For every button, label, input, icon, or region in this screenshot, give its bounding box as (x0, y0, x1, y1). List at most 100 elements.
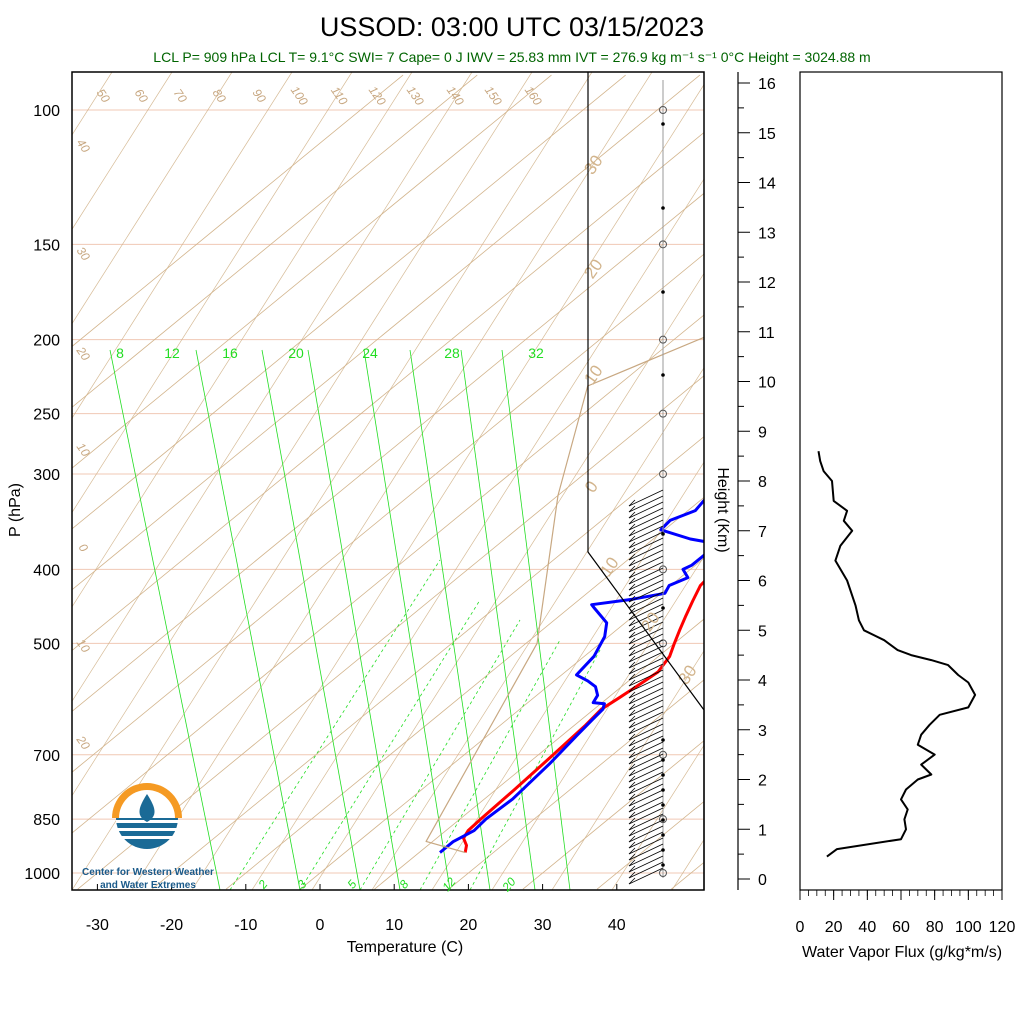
isotherm-line (72, 74, 478, 408)
wind-barb-flag (628, 529, 636, 537)
wind-barb (628, 597, 664, 615)
wind-dot (661, 773, 665, 777)
wind-barb (628, 603, 664, 621)
wind-barb (628, 795, 664, 813)
dry-adiabat-line (431, 461, 704, 890)
wind-barb (628, 657, 664, 675)
wind-barb-flag (628, 763, 636, 771)
x-tick-label: -20 (160, 917, 183, 934)
dry-adiabat-line (852, 72, 1024, 890)
wind-barb (628, 495, 664, 513)
wind-barb-flag (628, 661, 636, 669)
isotherm-left-label: 10 (74, 636, 93, 655)
wind-barb-flag (628, 517, 636, 525)
wind-barb (628, 549, 664, 567)
isotherm-line (72, 74, 404, 347)
height-tick-label: 0 (758, 872, 767, 889)
wind-barb (628, 519, 664, 537)
x-tick-label: 30 (534, 917, 552, 934)
dry-adiabat-line (371, 367, 704, 890)
wind-barb-flag (628, 769, 636, 777)
wind-barb (628, 825, 664, 843)
wind-barbs (628, 80, 667, 885)
dry-adiabat-line (72, 72, 413, 608)
isotherm-top-label: 60 (132, 86, 151, 105)
wind-barb (628, 861, 664, 879)
y-tick-label: 150 (33, 237, 60, 254)
wind-barb (628, 741, 664, 759)
wind-barb-flag (628, 871, 636, 879)
y-tick-label: 850 (33, 812, 60, 829)
isotherm-top-label: 130 (404, 83, 427, 108)
isotherm-line (300, 557, 704, 890)
wind-barb (628, 489, 664, 507)
y-tick-label: 100 (33, 103, 60, 120)
flux-x-tick-label: 40 (858, 919, 876, 936)
y-tick-label: 1000 (24, 866, 60, 883)
isotherm-line (72, 314, 704, 834)
wind-dot (661, 833, 665, 837)
dry-adiabat-line (311, 272, 704, 890)
flux-x-tick-label: 80 (926, 919, 944, 936)
x-tick-label: -10 (234, 917, 257, 934)
wind-barb (628, 669, 664, 687)
calm-wind-circle (659, 106, 667, 114)
calm-wind-circle (659, 470, 667, 479)
wind-barb-flag (628, 805, 636, 813)
wind-dot (661, 848, 665, 852)
wind-barb-flag (628, 685, 636, 693)
wind-barb-flag (628, 655, 636, 663)
wind-barb (628, 717, 664, 735)
height-tick-label: 1 (758, 822, 767, 839)
wind-barb (628, 591, 664, 609)
wind-barb-flag (628, 511, 636, 519)
isotherm-line (522, 740, 704, 890)
mixing-ratio-line (261, 349, 361, 890)
wind-barb-flag (628, 781, 636, 789)
mixing-ratio-label: 8 (116, 345, 124, 361)
height-tick-label: 16 (758, 76, 776, 93)
wind-barb (628, 771, 664, 789)
wind-barb (628, 681, 664, 699)
x-tick-label: 0 (316, 917, 325, 934)
wind-barb (628, 693, 664, 711)
dry-adiabat-line (131, 72, 653, 890)
x-axis-label: Temperature (C) (347, 939, 463, 956)
wind-barb (628, 789, 664, 807)
isotherm-line (374, 618, 704, 890)
dry-adiabat-label: 10 (580, 362, 606, 388)
flux-panel: 0 20 40 60 80 100 120 Water Vapor Flux (g/kg*m… (796, 71, 1015, 961)
wind-barb-flag (628, 727, 636, 735)
wind-barb (628, 675, 664, 693)
chart-title: USSOD: 03:00 UTC 03/15/2023 (320, 12, 704, 42)
wind-barb (628, 543, 664, 561)
mixing-ratio-label: 20 (288, 345, 304, 361)
wind-barb-flag (628, 547, 636, 555)
height-tick-label: 9 (758, 424, 767, 441)
mixing-ratio-line (501, 349, 571, 890)
wind-dot (661, 532, 665, 536)
isotherm-top-label: 140 (444, 83, 467, 108)
wind-barb-flag (628, 649, 636, 657)
wind-barb-flag (628, 715, 636, 723)
wind-dot (661, 606, 665, 610)
wind-barb-flag (628, 565, 636, 573)
dry-adiabat-line (72, 72, 173, 230)
y-tick-label: 300 (33, 467, 60, 484)
wind-barb-flag (628, 637, 636, 645)
dry-adiabat-line (551, 650, 704, 890)
wind-barb (628, 531, 664, 549)
height-tick-label: 6 (758, 574, 767, 591)
wind-barb (628, 729, 664, 747)
wind-barb (628, 537, 664, 555)
height-tick-label: 3 (758, 723, 767, 740)
wind-barb (628, 561, 664, 579)
dry-adiabat-line (491, 555, 704, 890)
wind-barb-flag (628, 679, 636, 687)
wind-barb-flag (628, 709, 636, 717)
flux-profile (817, 451, 977, 858)
wind-barb (628, 831, 664, 849)
wind-barb-flag (628, 691, 636, 699)
wind-barb-flag (628, 583, 636, 591)
dry-adiabat-line (191, 83, 704, 890)
